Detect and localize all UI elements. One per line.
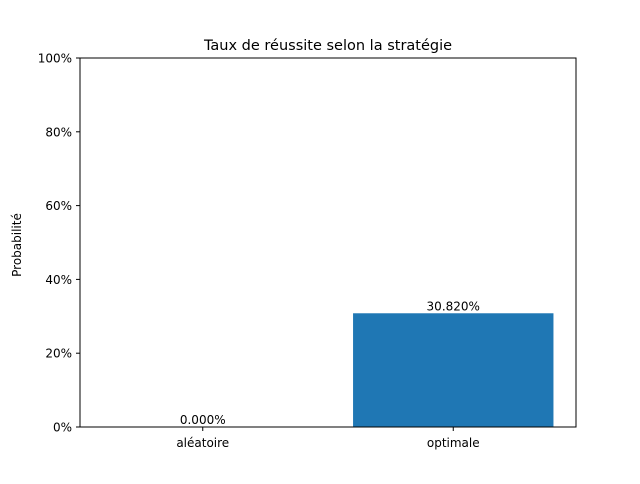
bars-group: 0.000% 30.820%: [180, 299, 554, 427]
y-tick-label: 40%: [45, 273, 72, 287]
x-tick-label: optimale: [427, 436, 480, 450]
y-tick-label: 0%: [53, 421, 72, 435]
y-tick-label: 80%: [45, 125, 72, 139]
bar-value-label: 30.820%: [427, 299, 480, 313]
x-axis-ticks: aléatoire optimale: [176, 427, 480, 450]
plot-frame: [79, 57, 577, 428]
y-axis-ticks: 0% 20% 40% 60% 80% 100%: [38, 52, 80, 435]
bar-value-label: 0.000%: [180, 413, 226, 427]
chart-title: Taux de réussite selon la stratégie: [203, 38, 452, 54]
y-tick-label: 20%: [45, 347, 72, 361]
y-tick-label: 60%: [45, 199, 72, 213]
y-tick-label: 100%: [38, 52, 72, 66]
x-tick-label: aléatoire: [176, 436, 229, 450]
y-axis-label: Probabilité: [10, 213, 24, 277]
bar: [353, 313, 554, 427]
